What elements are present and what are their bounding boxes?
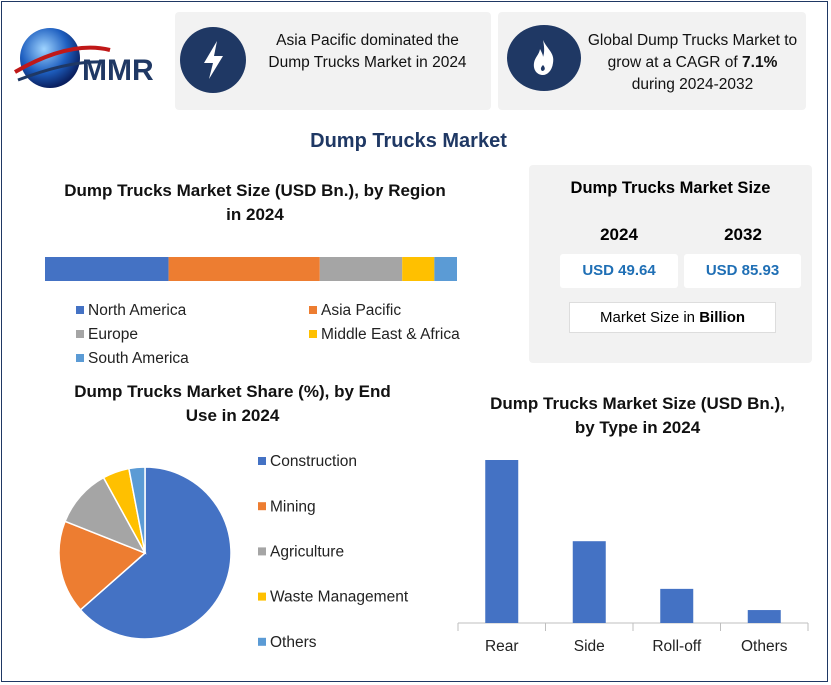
legend-label: North America	[88, 302, 187, 319]
legend-swatch	[76, 354, 84, 362]
bar	[747, 610, 781, 623]
legend-swatch	[258, 592, 266, 601]
bar-segment	[168, 257, 320, 281]
bar-segment	[45, 257, 169, 281]
legend-swatch	[258, 637, 266, 646]
text: Global Dump Trucks Market to grow at a C…	[587, 32, 798, 71]
icon	[180, 27, 246, 93]
size-value: USD 85.93	[684, 254, 801, 288]
year: 2024	[600, 225, 638, 244]
pie-slice	[58, 520, 147, 611]
bar	[572, 541, 606, 623]
text: during 2024-2032	[631, 76, 754, 93]
bar	[485, 460, 519, 623]
year: 2032	[724, 225, 762, 244]
bar-segment	[402, 257, 435, 281]
legend-swatch	[258, 457, 266, 465]
note: Market Size in Billion	[569, 302, 776, 333]
legend-label: Others	[270, 634, 317, 651]
size-value: USD 49.64	[560, 254, 678, 288]
legend-swatch	[76, 330, 84, 338]
legend-swatch	[309, 306, 317, 314]
text: 7.1%	[742, 54, 778, 71]
text: Market Size in	[599, 309, 700, 326]
x-tick-label: Others	[741, 638, 788, 655]
x-tick-label: Rear	[485, 638, 519, 655]
bar	[660, 588, 694, 623]
legend-label: Middle East & Africa	[321, 326, 460, 343]
chart-title: Dump Trucks Market Size (USD Bn.), by Re…	[64, 181, 446, 224]
legend-swatch	[309, 330, 317, 338]
icon	[507, 25, 581, 91]
legend-label: Waste Management	[270, 589, 409, 606]
logo: MMR	[13, 28, 154, 88]
legend-label: Asia Pacific	[321, 302, 401, 319]
logo-text: MMR	[82, 54, 154, 87]
chart-title: Dump Trucks Market Size (USD Bn.), by Ty…	[490, 394, 785, 437]
legend-swatch	[76, 306, 84, 314]
legend-label: Construction	[270, 453, 357, 470]
text: Asia Pacific dominated the Dump Trucks M…	[268, 32, 467, 71]
legend-label: South America	[88, 350, 189, 367]
text: Billion	[699, 309, 746, 326]
legend-swatch	[258, 547, 266, 556]
legend-label: Mining	[270, 498, 316, 515]
pie-slice	[79, 466, 232, 640]
pie-slice	[128, 466, 146, 554]
page-title: Dump Trucks Market	[310, 130, 507, 152]
bar-segment	[319, 257, 403, 281]
legend-label: Agriculture	[270, 543, 344, 560]
legend-swatch	[258, 502, 266, 511]
legend-label: Europe	[88, 326, 138, 343]
panel-title: Dump Trucks Market Size	[570, 179, 771, 197]
highlight-text: Global Dump Trucks Market to grow at a C…	[585, 30, 800, 96]
x-tick-label: Side	[574, 638, 605, 655]
bar-segment	[434, 257, 457, 281]
x-tick-label: Roll-off	[652, 638, 702, 655]
highlight-text: Asia Pacific dominated the Dump Trucks M…	[255, 30, 480, 74]
chart-title: Dump Trucks Market Share (%), by End Use…	[74, 382, 391, 425]
